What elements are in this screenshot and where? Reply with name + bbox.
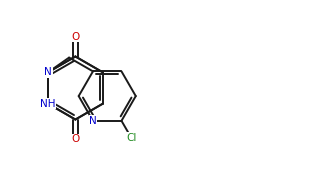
Text: N: N: [89, 116, 97, 126]
Text: Cl: Cl: [126, 133, 137, 143]
Text: O: O: [71, 32, 80, 42]
Text: NH: NH: [40, 99, 56, 109]
Text: O: O: [71, 134, 80, 144]
Text: N: N: [44, 67, 52, 77]
